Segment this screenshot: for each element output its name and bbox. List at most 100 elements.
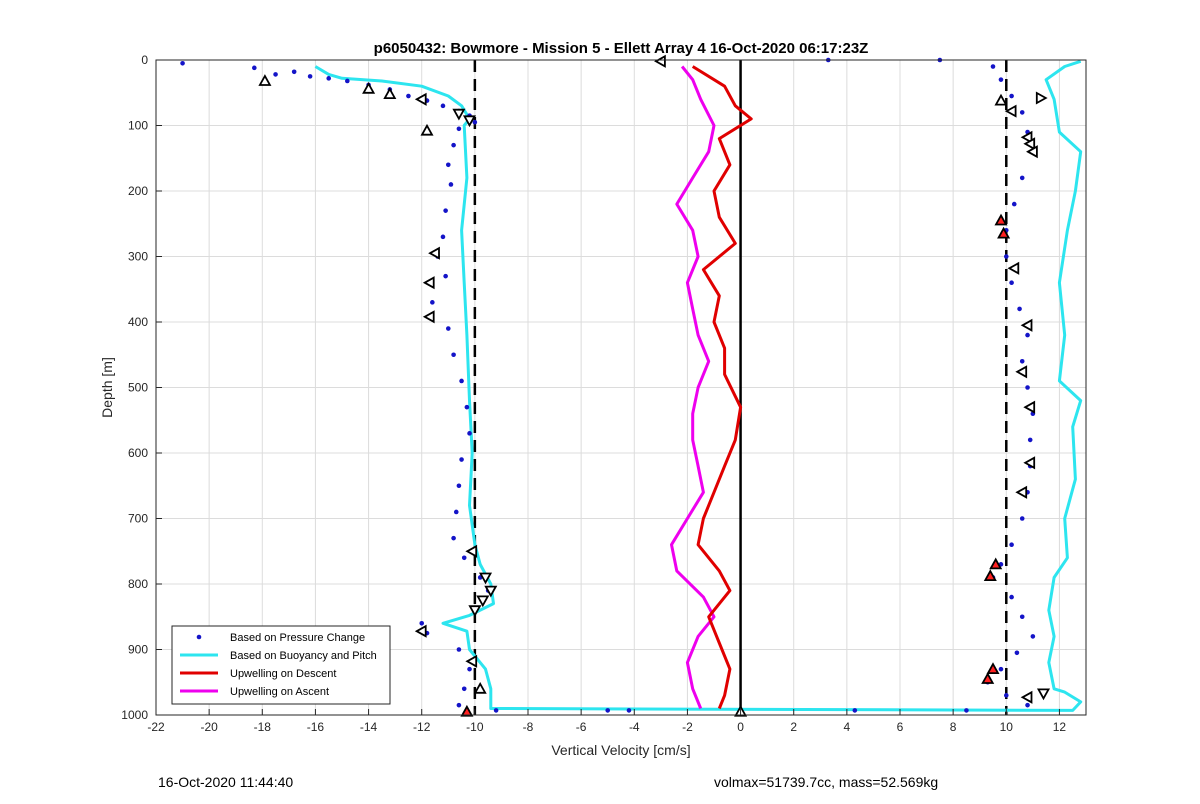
- data-point: [1025, 332, 1030, 338]
- legend-label: Based on Buoyancy and Pitch: [230, 650, 377, 662]
- x-tick-label: 12: [1053, 720, 1067, 734]
- data-point: [459, 457, 464, 462]
- legend-swatch: [196, 634, 202, 640]
- data-point: [451, 142, 456, 148]
- x-tick-label: -2: [682, 720, 693, 734]
- y-axis-label: Depth [m]: [99, 357, 115, 418]
- x-tick-label: -4: [629, 720, 640, 734]
- marker-tri-right: [1035, 91, 1048, 105]
- data-point: [419, 621, 425, 626]
- marker-layer: [258, 54, 1051, 717]
- footer-timestamp: 16-Oct-2020 11:44:40: [158, 774, 294, 790]
- data-point: [456, 483, 462, 489]
- data-point: [1019, 359, 1025, 364]
- marker-tri-left: [422, 276, 435, 290]
- reference-lines: [473, 60, 1008, 715]
- legend-label: Upwelling on Descent: [230, 668, 336, 680]
- marker-tri-down: [476, 595, 490, 608]
- marker-tri-left: [1026, 145, 1038, 159]
- series-line: [691, 65, 753, 710]
- x-tick-label: -10: [466, 720, 484, 734]
- marker-tri-up: [473, 681, 487, 694]
- data-point: [467, 666, 472, 672]
- marker-tri-up: [981, 672, 995, 684]
- marker-tri-left: [1023, 456, 1036, 470]
- marker-tri-left: [1020, 690, 1033, 704]
- data-point: [1019, 516, 1025, 521]
- data-point: [1003, 254, 1009, 259]
- marker-tri-left: [1020, 318, 1033, 332]
- data-point: [440, 103, 446, 109]
- data-point: [1009, 93, 1014, 99]
- series-upwelling-on-ascent: [670, 65, 716, 710]
- footer-volume-mass: volmax=51739.7cc, mass=52.569kg: [714, 774, 939, 790]
- x-axis-ticks: -22 -20 -18 -16 -14 -12 -10 -8 -6 -4 -2 0 2 4 6 8 10 12: [147, 709, 1066, 734]
- y-tick-label: 1000: [121, 708, 148, 722]
- data-point: [443, 208, 448, 213]
- grid: [155, 59, 1086, 716]
- data-point: [448, 182, 454, 187]
- x-tick-label: -6: [576, 720, 587, 734]
- data-point: [430, 300, 435, 305]
- marker-tri-left: [414, 624, 427, 638]
- marker-tri-left: [414, 92, 427, 106]
- marker-tri-down: [484, 585, 498, 598]
- data-point: [443, 273, 448, 279]
- marker-tri-up: [983, 569, 997, 581]
- y-tick-label: 0: [141, 53, 148, 67]
- x-tick-label: -14: [360, 720, 378, 734]
- data-point: [472, 119, 478, 125]
- data-point: [406, 93, 411, 99]
- y-tick-label: 100: [128, 119, 148, 133]
- data-point: [1025, 385, 1030, 390]
- marker-tri-left: [1023, 400, 1036, 414]
- data-point: [1009, 542, 1014, 547]
- data-point: [467, 431, 472, 436]
- marker-tri-left: [1020, 130, 1033, 144]
- legend-item: Upwelling on Descent: [180, 668, 336, 680]
- data-point: [180, 60, 185, 66]
- data-point: [1014, 650, 1020, 656]
- marker-tri-left: [428, 246, 440, 260]
- y-tick-label: 500: [128, 381, 148, 395]
- x-tick-label: 6: [897, 720, 904, 734]
- marker-tri-left: [1007, 261, 1020, 275]
- y-tick-label: 800: [128, 577, 148, 591]
- x-tick-label: 0: [737, 720, 744, 734]
- marker-tri-left: [465, 544, 478, 558]
- marker-tri-left: [422, 310, 435, 324]
- data-point: [1025, 702, 1030, 708]
- series-line: [314, 59, 1083, 712]
- data-point: [990, 64, 996, 69]
- data-point: [1019, 110, 1025, 115]
- x-tick-label: -8: [523, 720, 534, 734]
- data-point: [456, 126, 462, 132]
- data-point: [998, 666, 1004, 672]
- data-point: [1017, 306, 1022, 312]
- marker-tri-up: [994, 213, 1008, 226]
- legend-item: Based on Pressure Change: [196, 632, 365, 644]
- data-point: [1019, 614, 1025, 620]
- data-point: [451, 352, 456, 358]
- data-point: [252, 65, 257, 71]
- data-point: [273, 72, 278, 77]
- legend-item: Upwelling on Ascent: [180, 686, 329, 698]
- data-point: [456, 647, 462, 652]
- x-tick-label: -18: [254, 720, 272, 734]
- y-tick-label: 700: [128, 512, 148, 526]
- y-tick-label: 400: [128, 315, 148, 329]
- marker-tri-up: [460, 704, 474, 717]
- data-point: [1009, 280, 1014, 286]
- data-point: [464, 404, 470, 410]
- data-point: [461, 555, 467, 561]
- marker-tri-up: [989, 557, 1003, 570]
- y-tick-label: 200: [128, 184, 148, 198]
- data-point: [459, 378, 464, 384]
- data-point: [1009, 594, 1014, 600]
- y-tick-label: 600: [128, 446, 148, 460]
- legend-label: Upwelling on Ascent: [230, 686, 329, 698]
- marker-tri-left: [1015, 365, 1028, 379]
- data-point: [440, 234, 446, 240]
- marker-tri-left: [1004, 104, 1017, 118]
